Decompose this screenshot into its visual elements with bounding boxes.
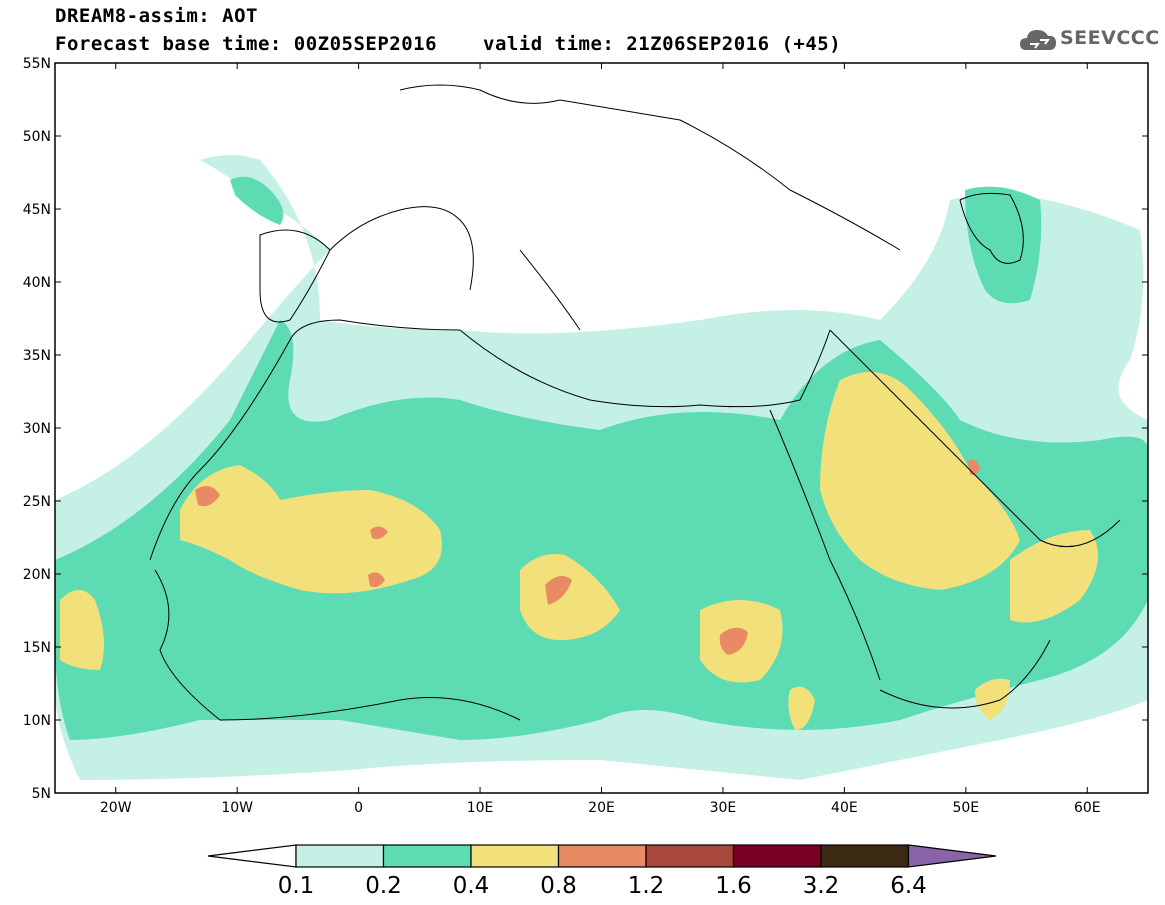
colorbar-bin-2 <box>382 844 472 868</box>
lon-tick-label: 20E <box>588 800 615 816</box>
colorbar-label: 0.4 <box>453 873 490 899</box>
aot-band-0.4 <box>60 590 104 670</box>
aot-band-0.4 <box>788 686 815 730</box>
lat-tick-label: 25N <box>23 494 51 510</box>
cloud-icon <box>1020 30 1056 50</box>
colorbar-bin-6 <box>732 844 822 868</box>
logo-text: SEEVCCC <box>1060 27 1160 49</box>
colorbar-low-arrow <box>207 844 297 868</box>
chart-title: DREAM8-assim: AOT <box>55 5 258 27</box>
lat-tick-label: 15N <box>23 640 51 656</box>
lon-tick-label: 30E <box>710 800 737 816</box>
aot-band-0.2 <box>965 186 1042 304</box>
colorbar-bin-5 <box>645 844 735 868</box>
colorbar-label: 0.1 <box>278 873 315 899</box>
colorbar-labels: 0.1 0.2 0.4 0.8 1.2 1.6 3.2 6.4 <box>278 873 927 899</box>
lon-tick-label: 10W <box>221 800 253 816</box>
aot-band-0.4 <box>820 372 1020 590</box>
lat-tick-label: 5N <box>32 786 51 802</box>
lat-tick-label: 10N <box>23 713 51 729</box>
colorbar-label: 1.2 <box>628 873 665 899</box>
colorbar <box>207 844 997 868</box>
aot-band-0.8 <box>370 526 388 540</box>
coastlines <box>149 84 1121 721</box>
colorbar-label: 0.8 <box>540 873 577 899</box>
colorbar-label: 1.6 <box>715 873 752 899</box>
colorbar-label: 3.2 <box>803 873 840 899</box>
lat-tick-label: 40N <box>23 275 51 291</box>
aot-band-0.4 <box>180 465 442 594</box>
lon-tick-label: 0 <box>354 800 363 816</box>
lon-tick-label: 50E <box>952 800 979 816</box>
aot-band-0.8 <box>545 576 572 605</box>
colorbar-bin-3 <box>470 844 560 868</box>
colorbar-label: 0.2 <box>365 873 402 899</box>
valid-time-label: valid time: 21Z06SEP2016 (+45) <box>483 33 842 55</box>
lon-tick-label: 60E <box>1074 800 1101 816</box>
lat-tick-label: 35N <box>23 348 51 364</box>
colorbar-label: 6.4 <box>890 873 927 899</box>
base-time-label: Forecast base time: 00Z05SEP2016 <box>55 33 438 55</box>
lon-tick-label: 40E <box>831 800 858 816</box>
lat-tick-label: 50N <box>23 129 51 145</box>
aot-band-0.4 <box>520 554 620 640</box>
lat-tick-label: 20N <box>23 567 51 583</box>
aot-band-0.8 <box>195 486 220 507</box>
axes: 20W 10W 0 10E 20E 30E 40E 50E 60E 5N 10N 15N 20N 25N 3… <box>23 56 1148 816</box>
lat-tick-label: 45N <box>23 202 51 218</box>
aot-band-0.8 <box>719 627 748 655</box>
colorbar-bin-7 <box>820 844 910 868</box>
lat-tick-label: 55N <box>23 56 51 72</box>
lon-tick-label: 10E <box>467 800 494 816</box>
colorbar-bin-4 <box>557 844 647 868</box>
colorbar-high-arrow <box>907 844 997 868</box>
aot-field <box>55 63 1148 793</box>
colorbar-bin-1 <box>295 844 385 868</box>
aot-band-0.4 <box>1010 530 1098 623</box>
aot-band-0.4 <box>975 678 1010 720</box>
aot-band-0.8 <box>368 572 385 588</box>
lon-tick-label: 20W <box>100 800 132 816</box>
lat-tick-label: 30N <box>23 421 51 437</box>
aot-band-0.2 <box>230 176 284 225</box>
